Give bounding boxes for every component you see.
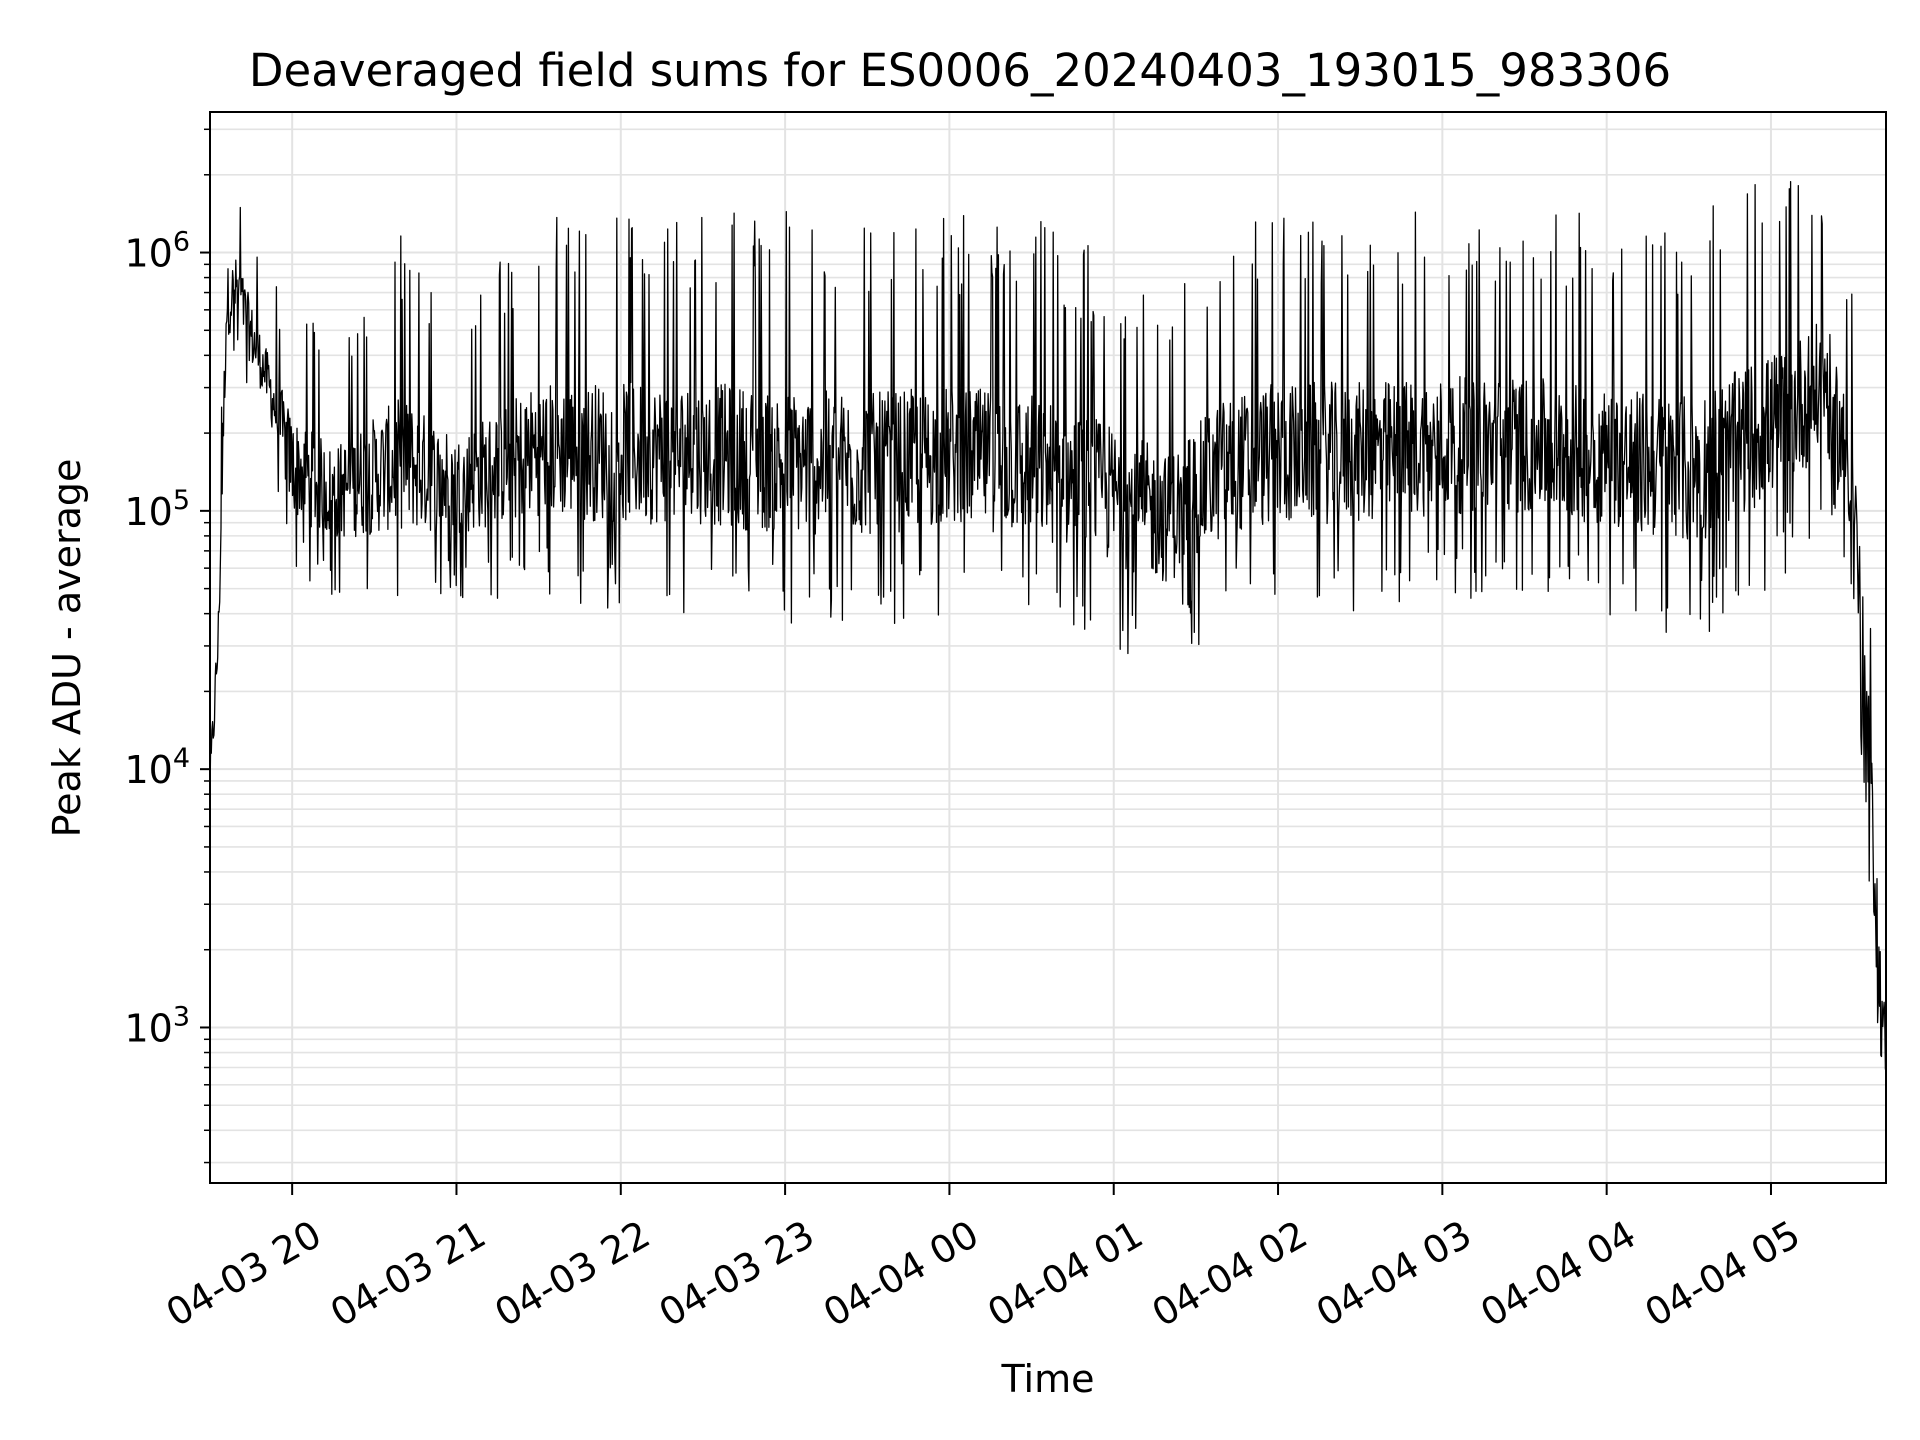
x-tick-label: 04-04 02 (1145, 1212, 1315, 1336)
x-tick-label: 04-03 22 (487, 1212, 657, 1336)
x-tick-label: 04-04 04 (1473, 1212, 1643, 1336)
y-tick-label: 105 (124, 485, 190, 534)
y-tick-label: 104 (124, 743, 190, 792)
x-axis-label: Time (1001, 1357, 1095, 1401)
x-tick-label: 04-03 21 (323, 1212, 493, 1336)
series-path (209, 180, 1887, 1070)
grid-lines (210, 112, 1886, 1183)
plot-area-frame (209, 111, 1887, 1184)
y-axis-ticks: 103 104 105 106 (124, 128, 210, 1164)
x-tick-label: 04-04 03 (1309, 1212, 1479, 1336)
x-tick-label: 04-03 20 (159, 1212, 329, 1336)
x-tick-label: 04-04 01 (980, 1212, 1150, 1336)
x-tick-label: 04-04 05 (1638, 1212, 1808, 1336)
series-line (209, 180, 1887, 1070)
x-tick-label: 04-03 23 (652, 1212, 822, 1336)
x-tick-label: 04-04 00 (816, 1212, 986, 1336)
y-tick-label: 106 (124, 227, 190, 276)
chart-title: Deaveraged field sums for ES0006_2024040… (248, 44, 1672, 97)
y-tick-label: 103 (124, 1001, 190, 1050)
y-axis-label: Peak ADU - average (45, 458, 89, 838)
